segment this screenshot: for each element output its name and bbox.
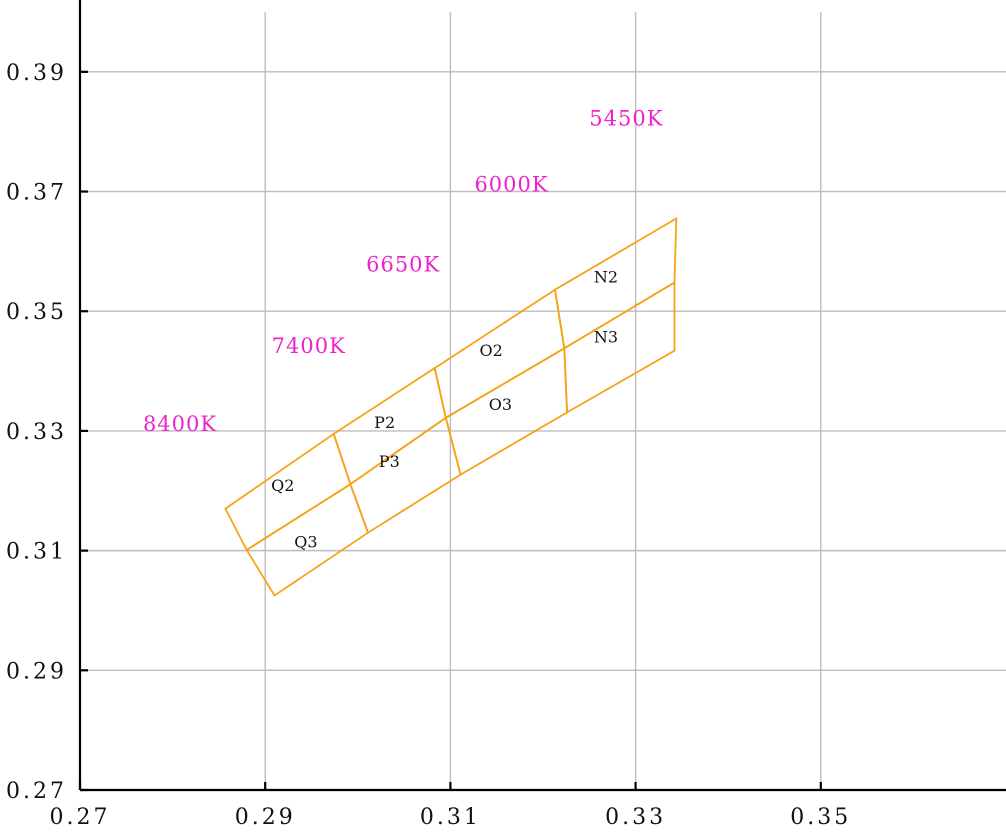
cct-labels: 5450K 6000K 6650K 7400K 8400K <box>143 107 663 436</box>
cct-label: 6650K <box>366 253 440 277</box>
bin-q3-polygon <box>245 482 370 597</box>
bin-labels: N2 N3 O2 O3 P2 P3 Q2 Q3 <box>271 268 618 552</box>
bin-label: P2 <box>374 413 395 432</box>
bin-label: Q2 <box>271 476 294 495</box>
bin-label: O3 <box>489 395 512 414</box>
y-tick-label: 0.27 <box>6 779 67 804</box>
x-tick-label: 0.29 <box>235 805 296 830</box>
x-tick-label: 0.31 <box>420 805 481 830</box>
axes <box>78 0 1006 792</box>
bin-label: O2 <box>479 341 502 360</box>
bin-label: N3 <box>594 327 618 346</box>
y-tick-label: 0.33 <box>6 420 67 445</box>
bin-p3-polygon <box>349 416 462 535</box>
y-tick-label: 0.29 <box>6 659 67 684</box>
x-tick-label: 0.27 <box>50 805 111 830</box>
cct-label: 5450K <box>589 107 663 131</box>
y-tick-label: 0.31 <box>6 540 67 565</box>
tick-labels: 0.27 0.29 0.31 0.33 0.35 0.27 0.29 0.31 0.33 0.35… <box>6 61 851 830</box>
y-tick-label: 0.37 <box>6 181 67 206</box>
y-tick-label: 0.39 <box>6 61 67 86</box>
bin-label: N2 <box>594 268 618 287</box>
cct-label: 7400K <box>272 334 346 358</box>
x-tick-label: 0.33 <box>605 805 666 830</box>
grid <box>80 12 1006 790</box>
bin-n3-polygon <box>563 280 676 414</box>
y-tick-label: 0.35 <box>6 300 67 325</box>
bin-label: P3 <box>379 452 400 471</box>
bin-polygons <box>224 216 678 597</box>
cct-label: 8400K <box>143 412 217 436</box>
cct-label: 6000K <box>474 173 548 197</box>
bin-label: Q3 <box>294 533 317 552</box>
x-tick-label: 0.35 <box>790 805 851 830</box>
